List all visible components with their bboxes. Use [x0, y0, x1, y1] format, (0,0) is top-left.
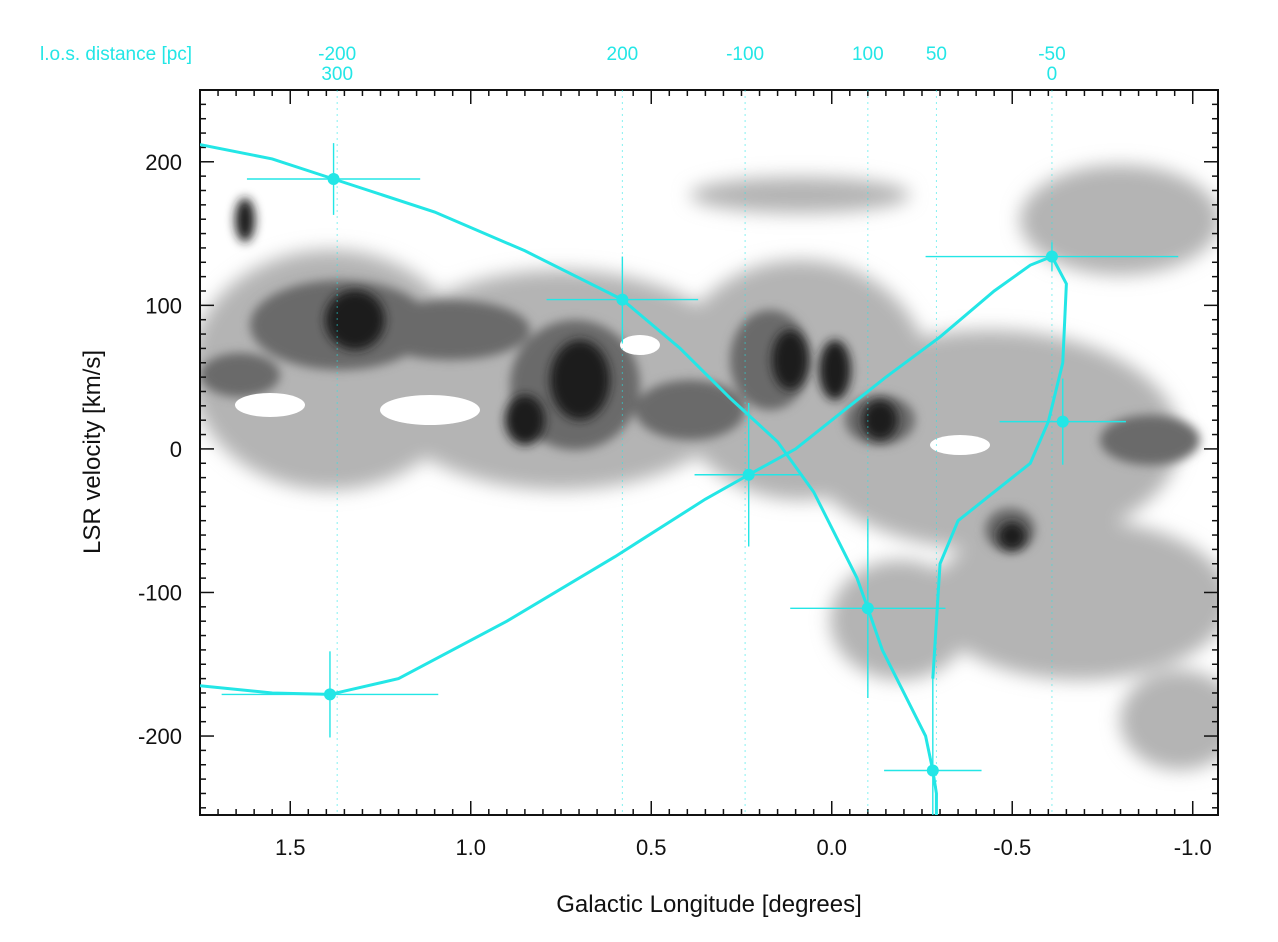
x-tick-label: -0.5 [993, 835, 1031, 860]
top-tick-label: 200 [607, 44, 639, 65]
data-points [323, 173, 1069, 777]
data-point [1056, 415, 1069, 428]
distance-guides [336, 90, 1053, 815]
emission-map [200, 165, 1218, 770]
x-tick-label: 0.0 [816, 835, 847, 860]
model-orbit-line [200, 254, 1068, 696]
x-tick-label: 1.5 [275, 835, 306, 860]
y-tick-label: 200 [145, 150, 182, 175]
y-axis-tick-labels: 200 100 0 -100 -200 [138, 150, 182, 749]
y-tick-label: -100 [138, 580, 182, 605]
x-tick-label: 0.5 [636, 835, 667, 860]
top-tick-label: -200 [318, 44, 356, 65]
y-tick-label: 0 [170, 437, 182, 462]
top-axis-title: l.o.s. distance [pc] [40, 44, 192, 65]
top-tick-label: 100 [852, 44, 884, 65]
y-tick-label: -200 [138, 724, 182, 749]
data-point [327, 173, 340, 186]
x-tick-label: -1.0 [1174, 835, 1212, 860]
top-tick-label: -50 [1038, 44, 1065, 65]
x-tick-label: 1.0 [455, 835, 486, 860]
data-point [323, 688, 336, 701]
top-tick-label: 300 [321, 64, 353, 85]
data-point [861, 602, 874, 615]
plot-frame [199, 89, 1219, 816]
x-axis-ticks [217, 90, 1194, 815]
data-point [926, 764, 939, 777]
data-point [742, 468, 755, 481]
x-axis-title: Galactic Longitude [degrees] [556, 891, 862, 918]
x-axis-tick-labels: 1.5 1.0 0.5 0.0 -0.5 -1.0 [275, 835, 1212, 860]
top-tick-label: 0 [1047, 64, 1058, 85]
top-tick-label: 50 [926, 44, 947, 65]
top-tick-label: -100 [726, 44, 764, 65]
y-axis-title: LSR velocity [km/s] [79, 350, 106, 554]
y-tick-label: 100 [145, 293, 182, 318]
data-point [1045, 250, 1058, 263]
y-axis-ticks [200, 89, 1218, 809]
data-point [616, 293, 629, 306]
